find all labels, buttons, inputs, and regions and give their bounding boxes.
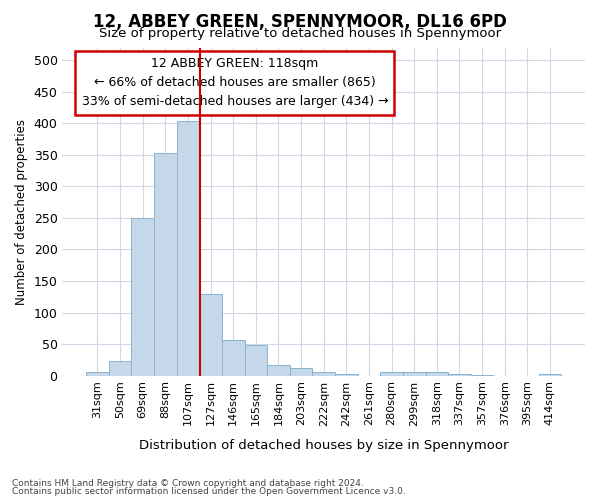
Text: 12 ABBEY GREEN: 118sqm
← 66% of detached houses are smaller (865)
33% of semi-de: 12 ABBEY GREEN: 118sqm ← 66% of detached… [82,58,388,108]
Bar [109,361,131,376]
Bar [267,365,290,376]
Text: 12, ABBEY GREEN, SPENNYMOOR, DL16 6PD: 12, ABBEY GREEN, SPENNYMOOR, DL16 6PD [93,12,507,30]
Bar [290,368,313,376]
Bar [222,340,245,376]
Bar [154,153,176,376]
Bar [86,372,109,376]
Bar [131,218,154,376]
Bar [176,122,199,376]
X-axis label: Distribution of detached houses by size in Spennymoor: Distribution of detached houses by size … [139,440,508,452]
Bar [471,375,493,376]
Bar [448,374,471,376]
Bar [403,372,425,376]
Text: Contains HM Land Registry data © Crown copyright and database right 2024.: Contains HM Land Registry data © Crown c… [12,478,364,488]
Text: Size of property relative to detached houses in Spennymoor: Size of property relative to detached ho… [99,28,501,40]
Y-axis label: Number of detached properties: Number of detached properties [15,118,28,304]
Text: Contains public sector information licensed under the Open Government Licence v3: Contains public sector information licen… [12,487,406,496]
Bar [335,374,358,376]
Bar [313,372,335,376]
Bar [380,372,403,376]
Bar [199,294,222,376]
Bar [245,346,267,376]
Bar [539,374,561,376]
Bar [425,372,448,376]
